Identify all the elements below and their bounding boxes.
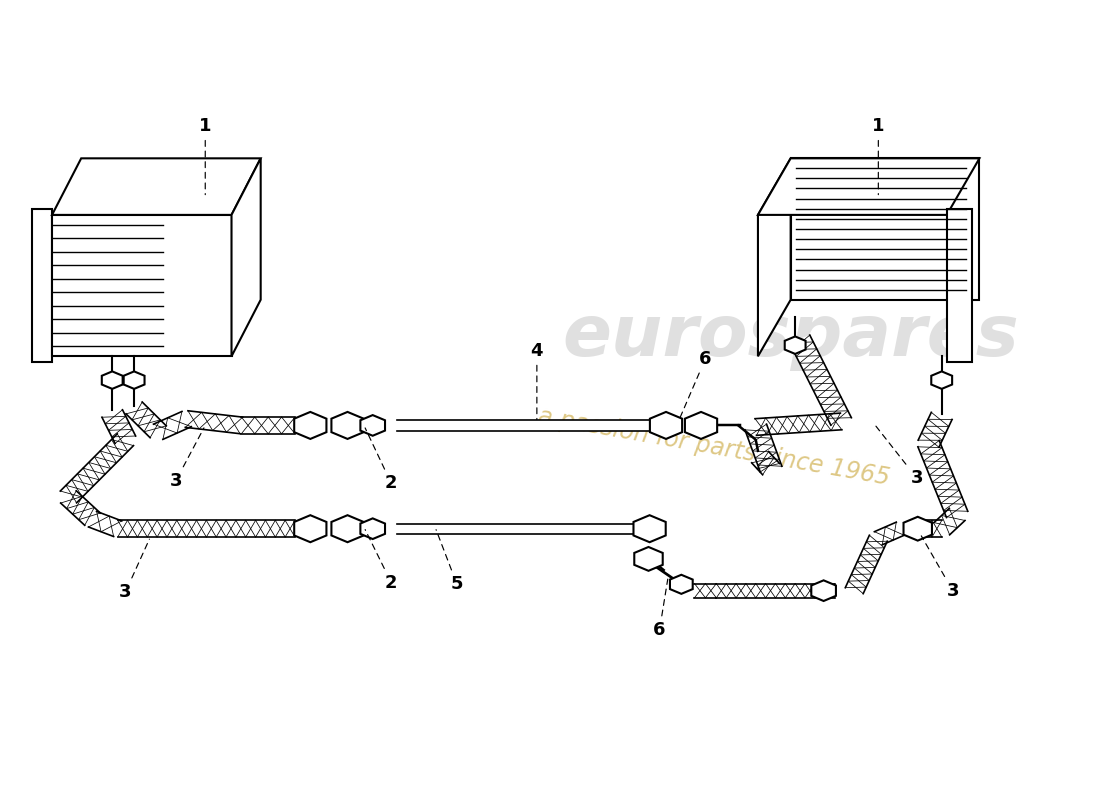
- Polygon shape: [947, 210, 972, 362]
- Polygon shape: [934, 508, 965, 534]
- Polygon shape: [758, 158, 979, 215]
- Text: 2: 2: [365, 428, 397, 493]
- Polygon shape: [231, 158, 261, 356]
- Polygon shape: [123, 371, 144, 389]
- Polygon shape: [634, 515, 665, 542]
- Polygon shape: [635, 547, 662, 571]
- Polygon shape: [932, 371, 953, 389]
- Polygon shape: [294, 515, 327, 542]
- Polygon shape: [874, 522, 904, 545]
- Polygon shape: [102, 410, 135, 443]
- Polygon shape: [784, 337, 805, 354]
- Polygon shape: [917, 441, 968, 518]
- Polygon shape: [102, 371, 122, 389]
- Polygon shape: [52, 215, 231, 356]
- Polygon shape: [88, 511, 122, 537]
- Polygon shape: [716, 583, 835, 598]
- Polygon shape: [361, 518, 385, 539]
- Polygon shape: [650, 412, 682, 439]
- Text: 6: 6: [653, 579, 668, 639]
- Polygon shape: [52, 158, 261, 215]
- Polygon shape: [118, 520, 295, 537]
- Polygon shape: [126, 402, 166, 438]
- Polygon shape: [185, 410, 243, 434]
- Polygon shape: [294, 412, 327, 439]
- Polygon shape: [918, 412, 953, 447]
- Polygon shape: [745, 424, 782, 472]
- Polygon shape: [60, 434, 133, 503]
- Polygon shape: [241, 417, 295, 434]
- Polygon shape: [694, 583, 716, 598]
- Text: 5: 5: [436, 530, 463, 594]
- Polygon shape: [331, 412, 364, 439]
- Text: 3: 3: [922, 536, 959, 600]
- Polygon shape: [397, 420, 659, 430]
- Text: 1: 1: [872, 117, 884, 194]
- Polygon shape: [903, 517, 932, 541]
- Text: 4: 4: [530, 342, 543, 419]
- Text: 6: 6: [679, 350, 712, 420]
- Polygon shape: [685, 412, 717, 439]
- Polygon shape: [331, 515, 364, 542]
- Polygon shape: [670, 574, 693, 594]
- Polygon shape: [755, 413, 842, 435]
- Text: 3: 3: [169, 428, 204, 490]
- Text: 3: 3: [874, 425, 923, 487]
- Polygon shape: [845, 535, 888, 594]
- Text: 2: 2: [365, 530, 397, 592]
- Text: eurospares: eurospares: [562, 302, 1020, 371]
- Text: 1: 1: [199, 117, 211, 194]
- Polygon shape: [791, 158, 979, 300]
- Polygon shape: [751, 451, 780, 474]
- Text: a passion for parts since 1965: a passion for parts since 1965: [537, 405, 892, 490]
- Text: 3: 3: [119, 539, 150, 602]
- Polygon shape: [812, 580, 836, 601]
- Polygon shape: [922, 520, 942, 537]
- Polygon shape: [397, 523, 644, 534]
- Polygon shape: [758, 158, 791, 356]
- Polygon shape: [790, 335, 851, 425]
- Polygon shape: [154, 411, 191, 439]
- Polygon shape: [60, 491, 100, 526]
- Polygon shape: [361, 415, 385, 436]
- Polygon shape: [32, 210, 52, 362]
